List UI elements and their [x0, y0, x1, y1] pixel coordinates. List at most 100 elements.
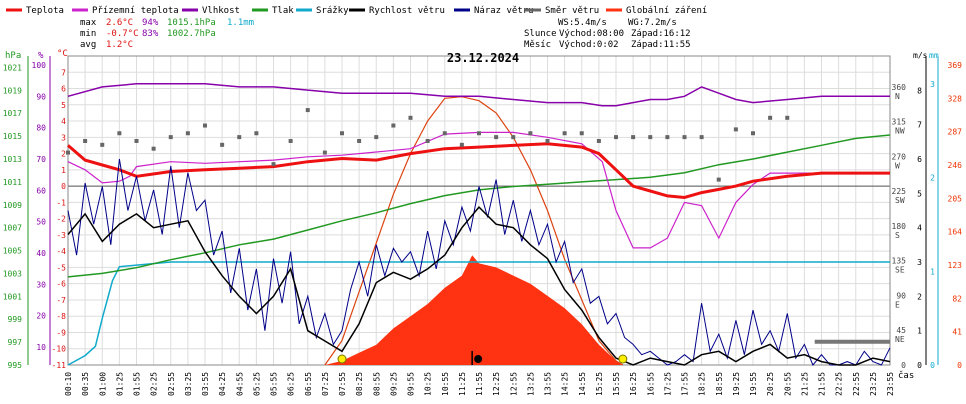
axis-dir-tick: S: [895, 231, 900, 240]
axis-hpa-tick: 1003: [3, 269, 22, 278]
axis-mm-tick: 3: [930, 80, 935, 89]
axis-x-tick: 06:25: [287, 372, 296, 396]
axis-ms-tick: 2: [917, 292, 922, 301]
axis-wm2-tick: 205: [948, 194, 963, 203]
axis-pct-label: %: [38, 51, 44, 61]
stats-temp: 2.6°C: [106, 18, 133, 28]
wind-direction-point: [768, 115, 773, 120]
axis-x-tick: 14:25: [561, 372, 570, 396]
axis-degc-tick: -7: [56, 296, 66, 305]
wind-direction-point: [751, 131, 755, 136]
axis-x-tick: 16:25: [629, 372, 638, 396]
axis-degc-tick: 5: [61, 101, 66, 110]
axis-x-tick: 01:25: [115, 372, 124, 396]
chart-title: 23.12.2024: [447, 51, 519, 65]
axis-deg-tick: 90: [896, 291, 906, 300]
axis-x-tick: 08:55: [372, 372, 381, 396]
axis-pct-tick: 80: [36, 124, 46, 133]
info-wg: WG:7.2m/s: [628, 18, 677, 28]
axis-x-tick: 16:55: [646, 372, 655, 396]
wind-direction-point: [408, 115, 413, 120]
axis-hpa-tick: 1005: [3, 247, 22, 256]
wind-direction-point: [596, 138, 601, 143]
wind-direction-point: [494, 135, 499, 140]
axis-x-tick: 17:55: [681, 372, 690, 396]
axis-wm2-tick: 41: [952, 328, 962, 337]
axis-pct-tick: 20: [36, 312, 46, 321]
axis-x-tick: 03:55: [201, 372, 210, 396]
legend-label: Směr větru: [545, 6, 599, 16]
wind-direction-point: [631, 135, 636, 140]
stats-pressure: 1002.7hPa: [167, 29, 216, 39]
axis-deg-tick: 0: [901, 361, 906, 370]
axis-x-tick: 05:55: [270, 372, 279, 396]
axis-degc-tick: -11: [52, 361, 67, 370]
axis-degc-tick: 0: [61, 182, 66, 191]
wind-direction-point: [425, 138, 430, 143]
wind-direction-point: [322, 150, 327, 155]
wind-direction-point: [220, 142, 225, 147]
axis-x-tick: 00:35: [81, 372, 90, 396]
wind-direction-point: [374, 135, 379, 140]
info-moon-set: Západ:11:55: [631, 40, 691, 50]
axis-x-tick: 20:55: [783, 372, 792, 396]
axis-hpa-tick: 1017: [3, 109, 22, 118]
axis-x-tick: 21:55: [818, 372, 827, 396]
axis-deg-tick: 135: [892, 257, 907, 266]
wind-direction-point: [442, 131, 447, 136]
axis-degc-tick: -9: [56, 328, 66, 337]
axis-x-tick: 22:55: [852, 372, 861, 396]
axis-x-tick: 09:55: [407, 372, 416, 396]
axis-hpa-tick: 1001: [3, 292, 22, 301]
axis-x-label: čas: [898, 370, 914, 381]
wind-direction-point: [134, 138, 139, 143]
axis-mm-label: mm: [929, 51, 939, 60]
series-rain: [67, 261, 890, 366]
stats-label: min: [80, 29, 96, 39]
axis-pct-tick: 10: [36, 343, 46, 352]
axis-x-tick: 21:25: [800, 372, 809, 396]
series-theoretical-radiation: [324, 96, 624, 366]
axis-mm-tick: 1: [930, 267, 935, 276]
wind-direction-point: [511, 135, 516, 140]
stats-humidity: 83%: [142, 29, 159, 39]
axis-x-tick: 10:55: [441, 372, 450, 396]
axis-x-tick: 18:25: [698, 372, 707, 396]
series-wind-speed: [67, 205, 891, 366]
axis-degc-tick: -2: [56, 215, 66, 224]
axis-mm-tick: 0: [930, 361, 935, 370]
legend-label: Tlak: [272, 6, 294, 16]
axis-x-tick: 07:55: [338, 372, 347, 396]
noon-marker: [474, 355, 483, 363]
axis-x-tick: 04:25: [218, 372, 227, 396]
wind-direction-point: [288, 138, 293, 143]
legend-label: Vlhkost: [202, 6, 240, 16]
axis-x-tick: 11:55: [475, 372, 484, 396]
axis-x-tick: 09:25: [389, 372, 398, 396]
wind-direction-point: [716, 177, 721, 182]
axis-wm2-tick: 246: [948, 161, 963, 170]
axis-ms-tick: 3: [917, 258, 922, 267]
legend-label: Rychlost větru: [369, 6, 445, 16]
axis-wm2-tick: 0: [957, 361, 962, 370]
sunrise-marker: [337, 354, 347, 364]
axis-mm-tick: 2: [930, 174, 935, 183]
wind-direction-point: [648, 135, 653, 140]
wind-direction-point: [562, 131, 567, 136]
axis-pct-tick: 100: [32, 61, 47, 70]
axis-x-tick: 11:25: [458, 372, 467, 396]
axis-pct-tick: 30: [36, 280, 46, 289]
axis-x-tick: 20:25: [766, 372, 775, 396]
axis-dir-tick: SE: [895, 266, 905, 275]
wind-direction-point: [665, 135, 670, 140]
wind-direction-point: [151, 146, 156, 151]
axis-deg-tick: 360: [892, 83, 907, 92]
axis-x-tick: 08:25: [355, 372, 364, 396]
info-sun-set: Západ:16:12: [631, 29, 691, 39]
axis-wm2-tick: 82: [952, 294, 962, 303]
axis-x-tick: 18:55: [715, 372, 724, 396]
axis-hpa-tick: 997: [8, 338, 23, 347]
axis-dir-tick: NW: [895, 127, 905, 136]
axis-x-tick: 13:55: [544, 372, 553, 396]
